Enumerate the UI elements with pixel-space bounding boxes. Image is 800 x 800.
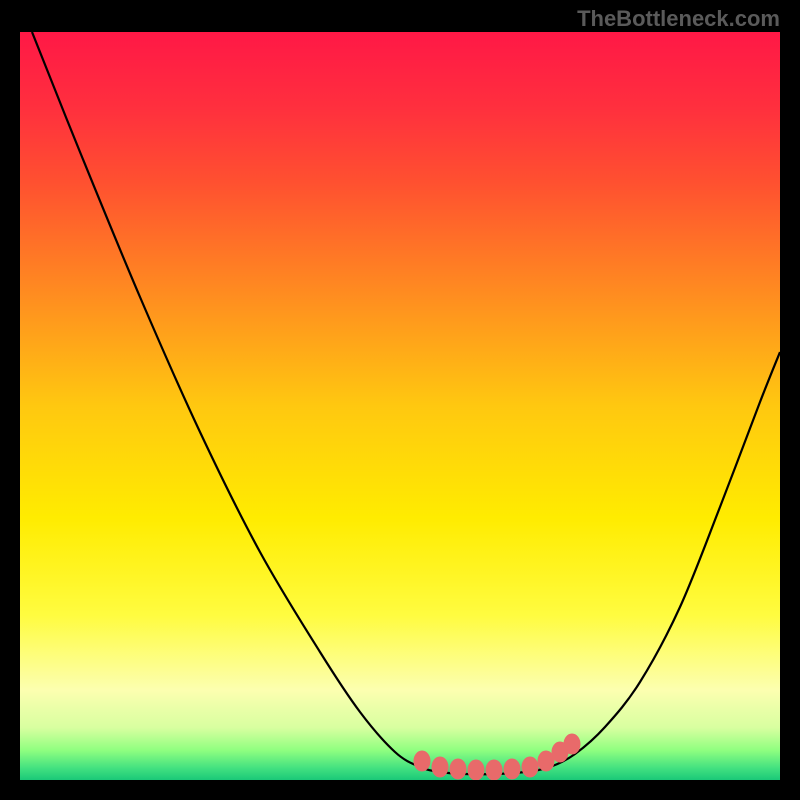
- data-marker: [432, 757, 448, 777]
- data-marker: [414, 751, 430, 771]
- data-marker: [504, 759, 520, 779]
- data-marker: [468, 760, 484, 780]
- data-marker: [486, 760, 502, 780]
- bottleneck-chart: [20, 32, 780, 780]
- gradient-background: [20, 32, 780, 780]
- plot-area: [20, 32, 780, 780]
- data-marker: [538, 751, 554, 771]
- data-marker: [450, 759, 466, 779]
- chart-container: TheBottleneck.com: [0, 0, 800, 800]
- watermark-text: TheBottleneck.com: [577, 6, 780, 32]
- data-marker: [564, 734, 580, 754]
- data-marker: [522, 757, 538, 777]
